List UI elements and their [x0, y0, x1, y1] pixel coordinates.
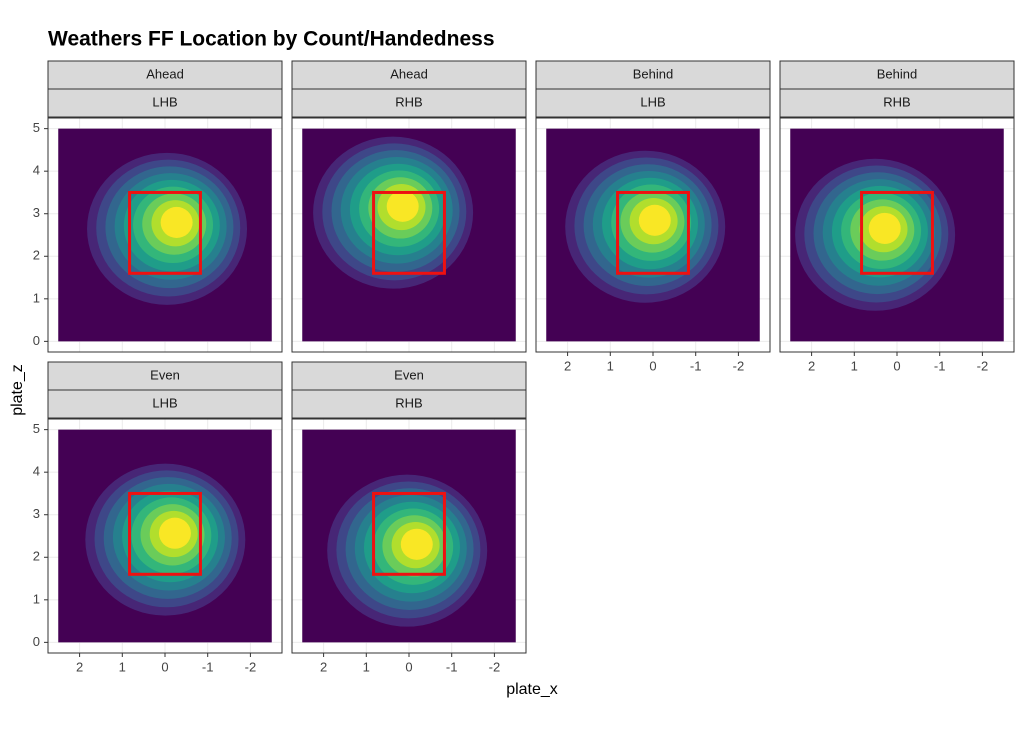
strip [47, 60, 283, 90]
x-tick-label: 1 [851, 358, 858, 373]
strip-label: Ahead [390, 66, 428, 81]
strip-label: Behind [877, 66, 917, 81]
y-tick-label: 1 [33, 290, 40, 305]
panel-border [779, 117, 1015, 353]
x-tick-label: 0 [161, 659, 168, 674]
y-tick-label: 4 [33, 163, 40, 178]
density-contour [160, 206, 193, 238]
x-tick-label: -1 [934, 358, 946, 373]
strip [47, 389, 283, 419]
strip-label: LHB [640, 94, 665, 109]
strike-zone [372, 491, 446, 576]
strip [47, 88, 283, 118]
strip-label: RHB [395, 395, 422, 410]
strip [291, 60, 527, 90]
density-contour [868, 212, 901, 244]
density [565, 150, 726, 303]
chart-title: Weathers FF Location by Count/Handedness [48, 28, 495, 51]
strip-label: RHB [883, 94, 910, 109]
density-contour [638, 204, 671, 236]
x-tick-label: -2 [489, 659, 501, 674]
x-tick-label: -1 [446, 659, 458, 674]
y-tick-label: 3 [33, 506, 40, 521]
x-tick-label: -2 [733, 358, 745, 373]
y-tick-label: 5 [33, 421, 40, 436]
strike-zone [128, 491, 202, 576]
y-tick-label: 0 [33, 333, 40, 348]
y-tick-label: 3 [33, 205, 40, 220]
x-tick-label: -2 [977, 358, 989, 373]
strip [291, 88, 527, 118]
density-contour [400, 528, 433, 560]
panel-border [291, 418, 527, 654]
strike-zone [372, 190, 446, 275]
density [87, 152, 248, 305]
density-contour [386, 190, 419, 222]
x-tick-label: -1 [690, 358, 702, 373]
x-tick-label: 2 [808, 358, 815, 373]
y-tick-label: 5 [33, 120, 40, 135]
strike-zone [616, 190, 690, 275]
density [313, 136, 474, 289]
y-tick-label: 1 [33, 591, 40, 606]
strike-zone [128, 190, 202, 275]
x-tick-label: 1 [607, 358, 614, 373]
strip-label: RHB [395, 94, 422, 109]
strip-label: Even [150, 367, 180, 382]
x-tick-label: 0 [893, 358, 900, 373]
x-tick-label: 0 [649, 358, 656, 373]
x-tick-label: 2 [320, 659, 327, 674]
y-tick-label: 2 [33, 549, 40, 564]
strip-label: Ahead [146, 66, 184, 81]
panel-border [47, 117, 283, 353]
x-tick-label: 0 [405, 659, 412, 674]
strip [779, 88, 1015, 118]
strip [779, 60, 1015, 90]
panel-border [47, 418, 283, 654]
y-tick-label: 4 [33, 464, 40, 479]
x-tick-label: -1 [202, 659, 214, 674]
x-axis-title: plate_x [506, 681, 558, 698]
density [327, 474, 488, 627]
strike-zone [860, 190, 934, 275]
strip-label: Even [394, 367, 424, 382]
x-tick-label: -2 [245, 659, 257, 674]
x-tick-label: 1 [363, 659, 370, 674]
y-tick-label: 2 [33, 248, 40, 263]
density-contour [158, 517, 191, 549]
panel-border [291, 117, 527, 353]
strip-label: LHB [152, 94, 177, 109]
x-tick-label: 1 [119, 659, 126, 674]
panel-border [535, 117, 771, 353]
strip [291, 389, 527, 419]
strip [291, 361, 527, 391]
y-axis-title: plate_z [9, 364, 26, 416]
x-tick-label: 2 [564, 358, 571, 373]
y-tick-label: 0 [33, 634, 40, 649]
strip-label: Behind [633, 66, 673, 81]
strip-label: LHB [152, 395, 177, 410]
strip [535, 88, 771, 118]
x-tick-label: 2 [76, 659, 83, 674]
strip [47, 361, 283, 391]
density [85, 463, 246, 616]
